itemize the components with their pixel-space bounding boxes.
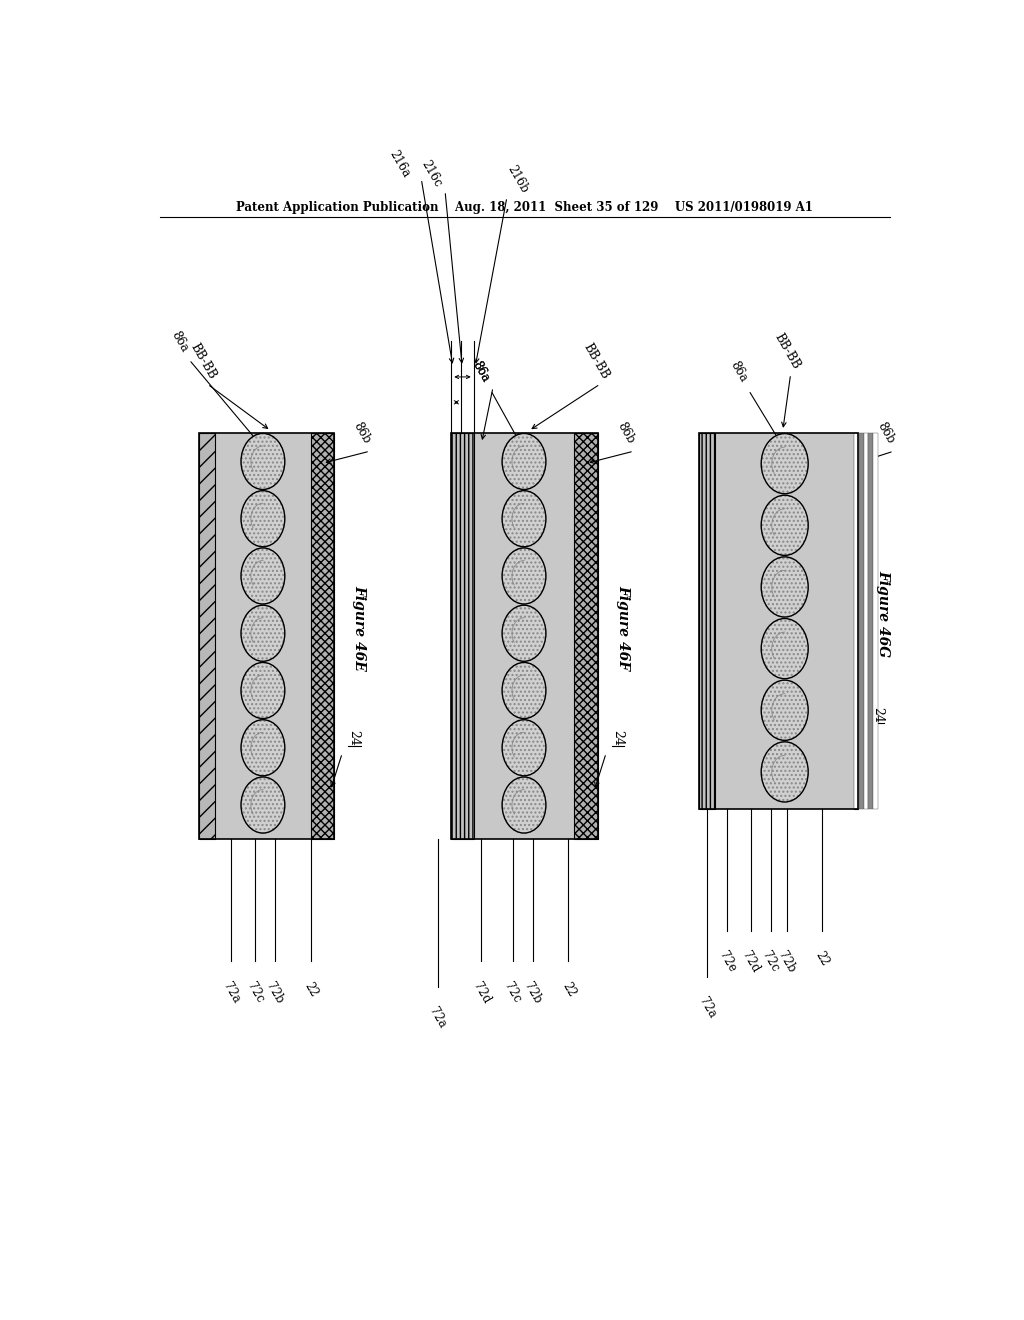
Circle shape [241,433,285,490]
Circle shape [761,433,808,494]
Bar [854,433,859,809]
Text: 72c: 72c [502,979,524,1005]
Text: 22: 22 [559,979,578,999]
Text: 22: 22 [813,949,831,969]
Text: 72c: 72c [244,979,266,1005]
Text: 216b: 216b [504,162,530,195]
Text: Patent Application Publication    Aug. 18, 2011  Sheet 35 of 129    US 2011/0198: Patent Application Publication Aug. 18, … [237,201,813,214]
Text: 72e: 72e [716,949,738,974]
Bar [868,433,873,809]
Text: 72b: 72b [521,979,544,1006]
Text: 72b: 72b [263,979,286,1006]
Text: 72d: 72d [470,979,493,1006]
Text: 86b: 86b [874,420,897,446]
Text: 86a: 86a [470,359,493,384]
Circle shape [761,619,808,678]
Circle shape [241,491,285,546]
Circle shape [241,777,285,833]
Circle shape [502,719,546,776]
Text: 86a: 86a [169,329,190,354]
Bar [200,433,215,840]
Text: Figure 46E: Figure 46E [352,585,367,671]
Bar [715,433,854,809]
Text: 86a: 86a [470,359,493,384]
Bar [854,433,858,809]
Text: 72b: 72b [775,949,798,975]
Bar [452,433,598,840]
Bar [310,433,334,840]
Circle shape [502,605,546,661]
Bar [699,433,858,809]
Text: 72a: 72a [426,1005,449,1031]
Text: 22: 22 [301,979,319,999]
Bar [574,433,598,840]
Bar [474,433,574,840]
Text: 86b: 86b [614,420,637,446]
Text: 216c: 216c [419,158,444,189]
Text: BB-BB: BB-BB [188,342,219,381]
Text: Figure 46F: Figure 46F [616,585,631,671]
Bar [200,433,334,840]
Circle shape [241,548,285,605]
Circle shape [241,663,285,718]
Circle shape [241,719,285,776]
Bar [873,433,878,809]
Circle shape [761,742,808,803]
Text: 86a: 86a [728,359,751,384]
Circle shape [502,491,546,546]
Text: 86b: 86b [351,420,374,446]
Text: 72a: 72a [696,995,719,1020]
Text: BB-BB: BB-BB [581,342,611,381]
Circle shape [502,548,546,605]
Text: 72a: 72a [220,979,243,1005]
Circle shape [502,663,546,718]
Text: BB-BB: BB-BB [771,331,802,372]
Text: 24: 24 [348,730,360,746]
Circle shape [502,777,546,833]
Text: 72d: 72d [739,949,762,975]
Bar [859,433,863,809]
Text: 72c: 72c [760,949,781,974]
Bar [863,433,868,809]
Circle shape [241,605,285,661]
Circle shape [502,433,546,490]
Text: 24: 24 [871,708,885,723]
Circle shape [761,557,808,616]
Circle shape [761,495,808,556]
Bar [215,433,310,840]
Bar [699,433,715,809]
Text: 216a: 216a [387,148,413,180]
Bar [452,433,474,840]
Text: Figure 46G: Figure 46G [877,570,891,657]
Text: 24: 24 [611,730,625,746]
Circle shape [761,680,808,741]
